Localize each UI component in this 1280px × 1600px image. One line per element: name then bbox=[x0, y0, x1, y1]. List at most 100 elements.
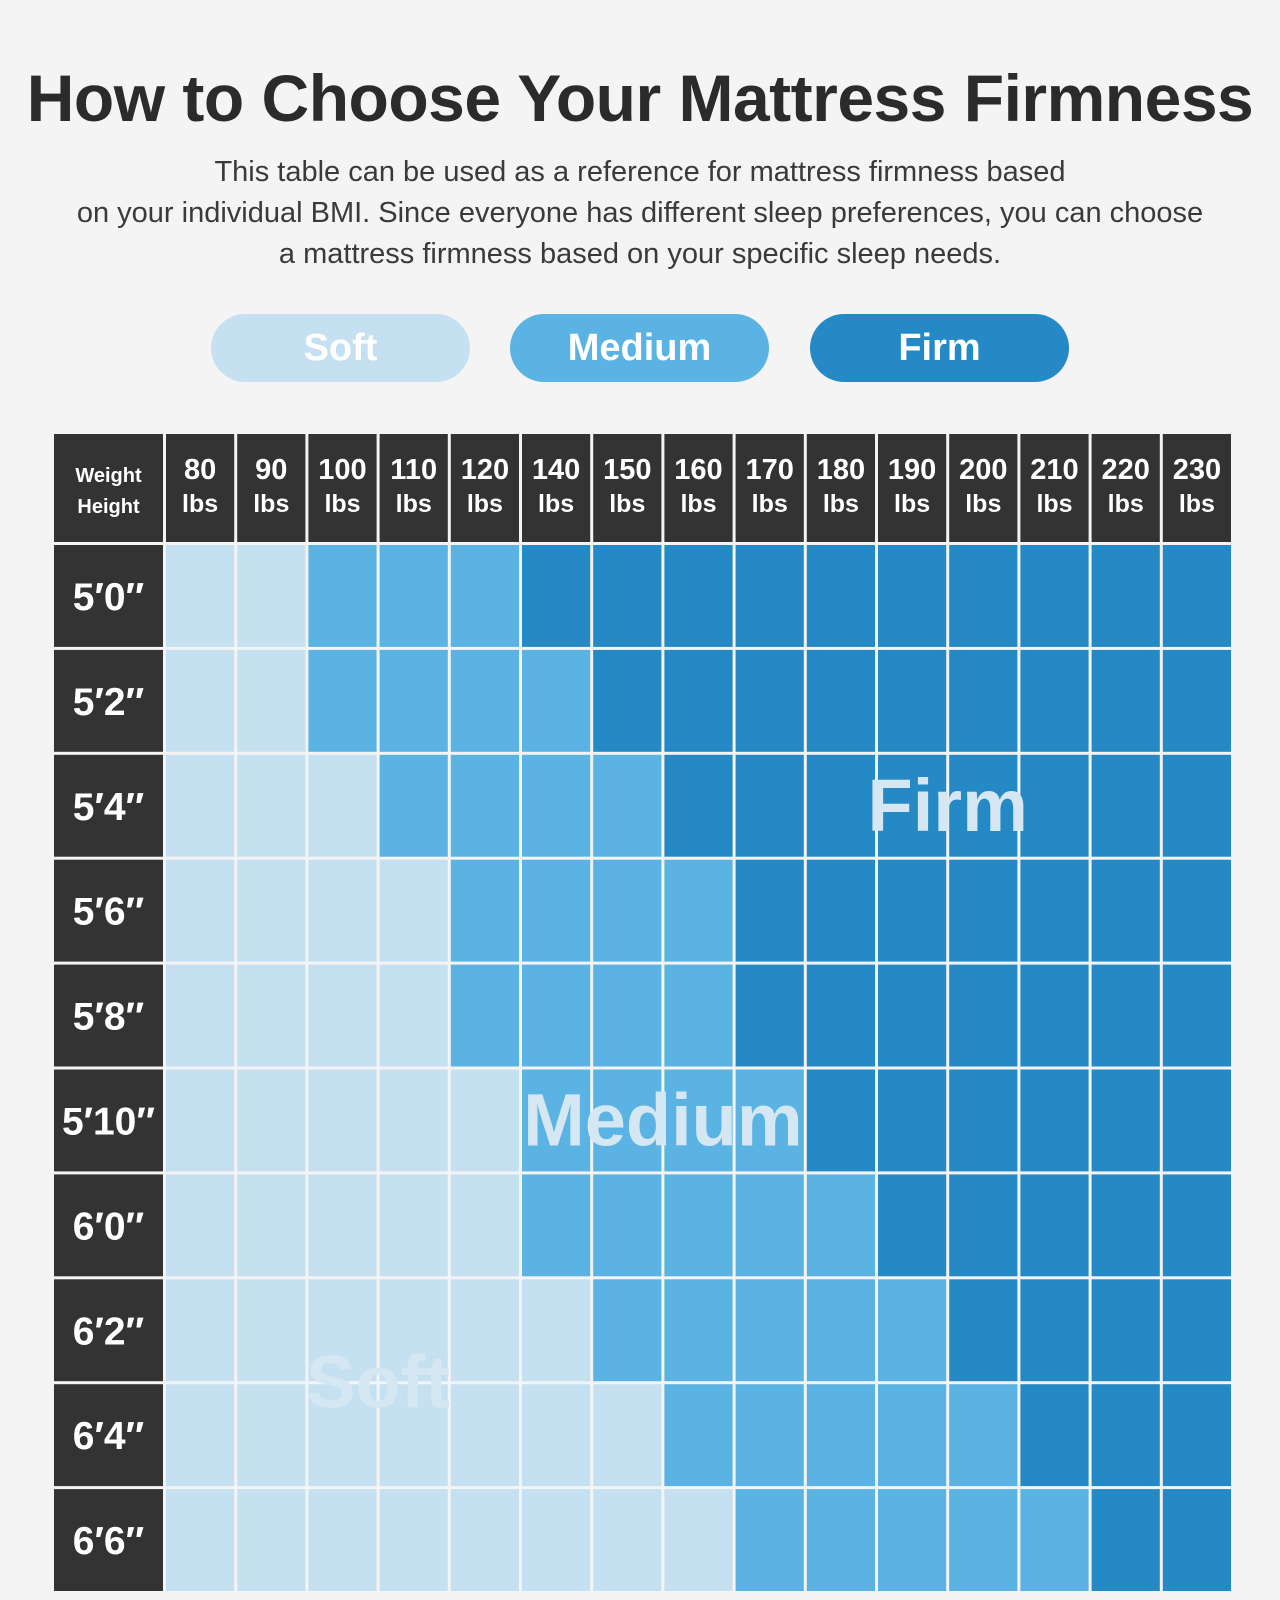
weight-value-label: 200 bbox=[959, 454, 1007, 486]
heatmap-cell bbox=[593, 964, 662, 1067]
heatmap-cell bbox=[664, 754, 733, 857]
heatmap-cell bbox=[593, 754, 662, 857]
heatmap-cell bbox=[308, 1489, 377, 1591]
weight-unit-label: lbs bbox=[538, 490, 574, 518]
heatmap-cell bbox=[166, 1069, 235, 1172]
heatmap-cell bbox=[237, 545, 306, 647]
heatmap-cell bbox=[735, 1384, 804, 1487]
heatmap-cell bbox=[166, 545, 235, 647]
heatmap-cell bbox=[379, 1069, 448, 1172]
heatmap-cell bbox=[735, 649, 804, 752]
weight-value-label: 90 bbox=[255, 454, 287, 486]
weight-unit-label: lbs bbox=[324, 490, 360, 518]
weight-value-label: 230 bbox=[1173, 454, 1221, 486]
heatmap-cell bbox=[1162, 754, 1231, 857]
weight-value-label: 110 bbox=[390, 454, 437, 486]
heatmap-cell bbox=[166, 964, 235, 1067]
heatmap-cell bbox=[237, 649, 306, 752]
heatmap-cell bbox=[806, 1069, 875, 1172]
heatmap-cell bbox=[1091, 649, 1160, 752]
heatmap-cell bbox=[522, 754, 591, 857]
heatmap-cell bbox=[664, 859, 733, 962]
heatmap-cell bbox=[1162, 1279, 1231, 1382]
heatmap-cell bbox=[878, 754, 947, 857]
heatmap-cell bbox=[1091, 1174, 1160, 1277]
heatmap-cell bbox=[949, 1384, 1018, 1487]
height-header-cell bbox=[54, 1174, 163, 1277]
heatmap-cell bbox=[450, 1489, 519, 1591]
weight-header-cell bbox=[308, 434, 377, 542]
weight-value-label: 210 bbox=[1030, 454, 1078, 486]
heatmap-cell bbox=[806, 1489, 875, 1591]
heatmap-cell bbox=[735, 1279, 804, 1382]
heatmap-cell bbox=[450, 964, 519, 1067]
heatmap-cell bbox=[1091, 1384, 1160, 1487]
heatmap-cell bbox=[593, 649, 662, 752]
weight-unit-label: lbs bbox=[1179, 490, 1215, 518]
heatmap-cell bbox=[593, 1174, 662, 1277]
height-header-cell bbox=[54, 1384, 163, 1487]
heatmap-cell bbox=[1162, 1174, 1231, 1277]
heatmap-cell bbox=[878, 1174, 947, 1277]
heatmap-cell bbox=[1091, 964, 1160, 1067]
heatmap-cell bbox=[593, 1279, 662, 1382]
heatmap-cell bbox=[308, 859, 377, 962]
weight-value-label: 120 bbox=[461, 454, 509, 486]
heatmap-cell bbox=[806, 859, 875, 962]
height-header-cell bbox=[54, 1489, 163, 1591]
heatmap-cell bbox=[1162, 1489, 1231, 1591]
heatmap-cell bbox=[1020, 649, 1089, 752]
heatmap-cell bbox=[522, 1384, 591, 1487]
weight-value-label: 170 bbox=[746, 454, 794, 486]
heatmap-cell bbox=[949, 1174, 1018, 1277]
heatmap-cell bbox=[949, 1489, 1018, 1591]
weight-unit-label: lbs bbox=[396, 490, 432, 518]
heatmap-cell bbox=[237, 1174, 306, 1277]
heatmap-cell bbox=[806, 1384, 875, 1487]
region-label-medium: Medium bbox=[523, 1078, 803, 1161]
heatmap-cell bbox=[664, 545, 733, 647]
height-header-cell bbox=[54, 964, 163, 1067]
page-title: How to Choose Your Mattress Firmness bbox=[26, 61, 1254, 135]
heatmap-cell bbox=[1162, 859, 1231, 962]
heatmap-cell bbox=[237, 1489, 306, 1591]
heatmap-cell bbox=[308, 649, 377, 752]
heatmap-cell bbox=[664, 1489, 733, 1591]
subtitle-line-1: This table can be used as a reference fo… bbox=[214, 156, 1066, 188]
height-header-cell bbox=[54, 545, 163, 647]
heatmap-cell bbox=[1091, 1489, 1160, 1591]
heatmap-cell bbox=[1091, 1279, 1160, 1382]
heatmap-cell bbox=[806, 1279, 875, 1382]
heatmap-cell bbox=[237, 1384, 306, 1487]
heatmap-cell bbox=[379, 649, 448, 752]
weight-header-cell bbox=[1020, 434, 1089, 542]
weight-value-label: 140 bbox=[532, 454, 580, 486]
corner-label: Height bbox=[77, 496, 140, 518]
weight-unit-label: lbs bbox=[680, 490, 716, 518]
heatmap-cell bbox=[379, 754, 448, 857]
weight-header-cell bbox=[806, 434, 875, 542]
heatmap-cell bbox=[522, 1279, 591, 1382]
heatmap-cell bbox=[308, 1279, 377, 1382]
height-label: 5′4″ bbox=[73, 786, 144, 829]
height-header-cell bbox=[54, 1279, 163, 1382]
weight-value-label: 150 bbox=[603, 454, 651, 486]
height-label: 5′10″ bbox=[62, 1100, 155, 1143]
heatmap-cell bbox=[1020, 1489, 1089, 1591]
corner-label: Weight bbox=[75, 465, 142, 487]
heatmap-cell bbox=[593, 1069, 662, 1172]
heatmap-cell bbox=[379, 545, 448, 647]
heatmap-cell bbox=[1020, 545, 1089, 647]
weight-value-label: 160 bbox=[674, 454, 722, 486]
heatmap-cell bbox=[522, 859, 591, 962]
height-label: 5′8″ bbox=[73, 996, 144, 1039]
weight-value-label: 100 bbox=[318, 454, 366, 486]
heatmap-cell bbox=[806, 1174, 875, 1277]
heatmap-cell bbox=[450, 1384, 519, 1487]
heatmap-cell bbox=[878, 859, 947, 962]
heatmap-cell bbox=[522, 545, 591, 647]
legend-medium-pill: Medium bbox=[510, 314, 769, 382]
heatmap-cell bbox=[1020, 964, 1089, 1067]
weight-header-cell bbox=[878, 434, 947, 542]
weight-header-cell bbox=[522, 434, 591, 542]
